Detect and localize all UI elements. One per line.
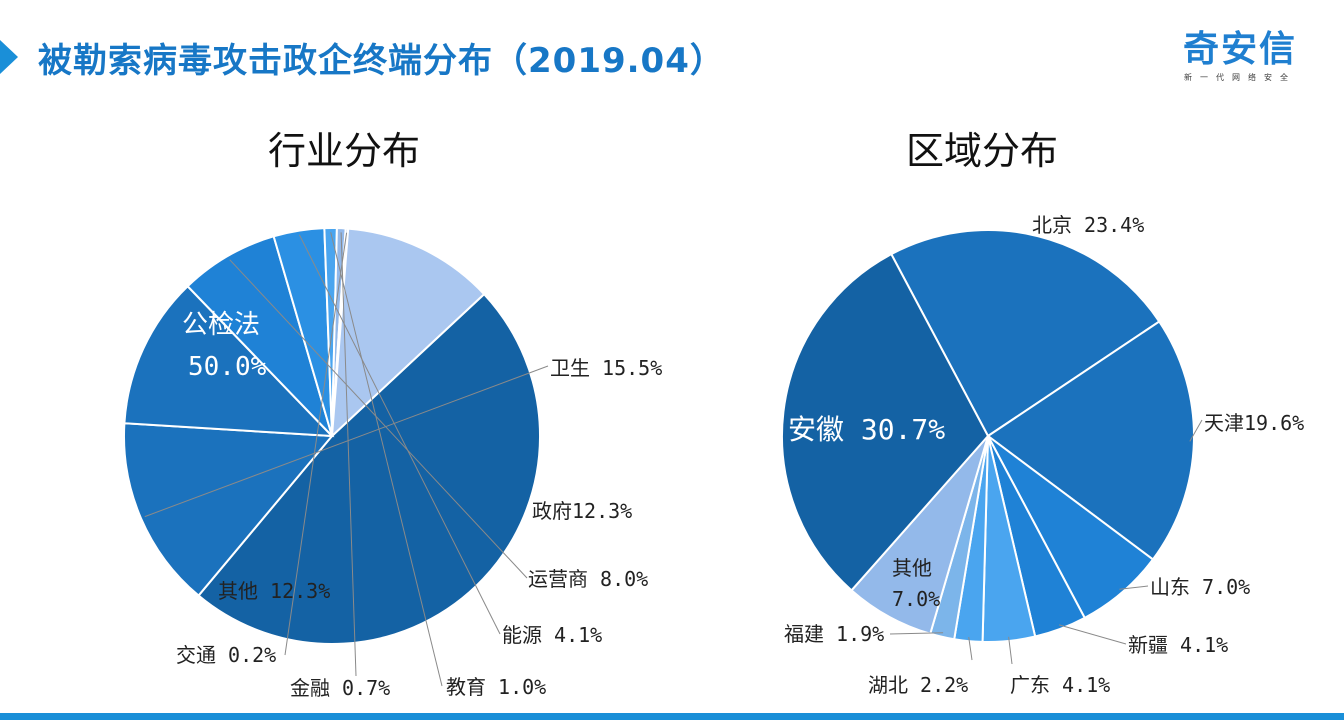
region-label-4: 广东 4.1% xyxy=(1010,673,1110,697)
industry-leader-line-6 xyxy=(340,232,357,677)
region-leader-line-2 xyxy=(1119,585,1149,590)
industry-label-2: 政府12.3% xyxy=(532,499,632,523)
industry-leader-line-3 xyxy=(229,259,528,579)
industry-label-6: 金融 0.7% xyxy=(290,676,390,700)
industry-slice-0 xyxy=(197,292,542,646)
region-label-5: 湖北 2.2% xyxy=(868,673,968,697)
industry-value-0: 50.0% xyxy=(188,352,267,382)
logo-name: 奇安信 xyxy=(1182,29,1297,70)
region-leader-line-5 xyxy=(968,636,973,661)
industry-label-4: 能源 4.1% xyxy=(502,623,602,647)
region-slice-0 xyxy=(889,229,1161,438)
region-leader-line-6 xyxy=(889,632,944,635)
region-label-1: 天津19.6% xyxy=(1204,411,1304,435)
logo-tagline: 新一代网络安全 xyxy=(1184,73,1296,82)
region-leader-line-3 xyxy=(1058,624,1127,645)
industry-leader-line-4 xyxy=(298,234,501,635)
industry-slice-3 xyxy=(186,235,333,437)
region-chart-title: 区域分布 xyxy=(906,129,1059,173)
industry-chart-title: 行业分布 xyxy=(268,129,421,173)
industry-label-0: 公检法 xyxy=(182,310,260,340)
region-leader-line-1 xyxy=(1189,419,1203,442)
region-label-8: 安徽 30.7% xyxy=(788,413,945,446)
region-label-6: 福建 1.9% xyxy=(784,622,884,646)
region-value-7: 7.0% xyxy=(892,587,940,611)
region-label-2: 山东 7.0% xyxy=(1150,575,1250,599)
industry-leader-line-7 xyxy=(284,232,348,656)
page-title: 被勒索病毒攻击政企终端分布（2019.04） xyxy=(38,41,725,81)
region-label-7: 其他 xyxy=(892,556,932,580)
industry-slice-8 xyxy=(330,227,486,439)
title-arrow-icon xyxy=(0,40,18,74)
industry-label-7: 交通 0.2% xyxy=(176,643,276,667)
region-label-0: 北京 23.4% xyxy=(1032,213,1144,237)
industry-slice-2 xyxy=(123,284,335,438)
company-logo: 奇安信 新一代网络安全 xyxy=(1170,30,1310,83)
bottom-accent-bar xyxy=(0,713,1344,720)
industry-label-5: 教育 1.0% xyxy=(446,675,546,699)
industry-label-8: 其他 12.3% xyxy=(218,579,330,603)
industry-label-3: 运营商 8.0% xyxy=(528,567,648,591)
industry-label-1: 卫生 15.5% xyxy=(550,356,662,380)
region-slice-1 xyxy=(986,320,1195,561)
region-label-3: 新疆 4.1% xyxy=(1128,633,1228,657)
region-slice-8 xyxy=(780,252,990,592)
region-leader-line-4 xyxy=(1008,636,1013,665)
industry-leader-line-5 xyxy=(330,232,443,687)
industry-leader-line-1 xyxy=(144,365,549,518)
